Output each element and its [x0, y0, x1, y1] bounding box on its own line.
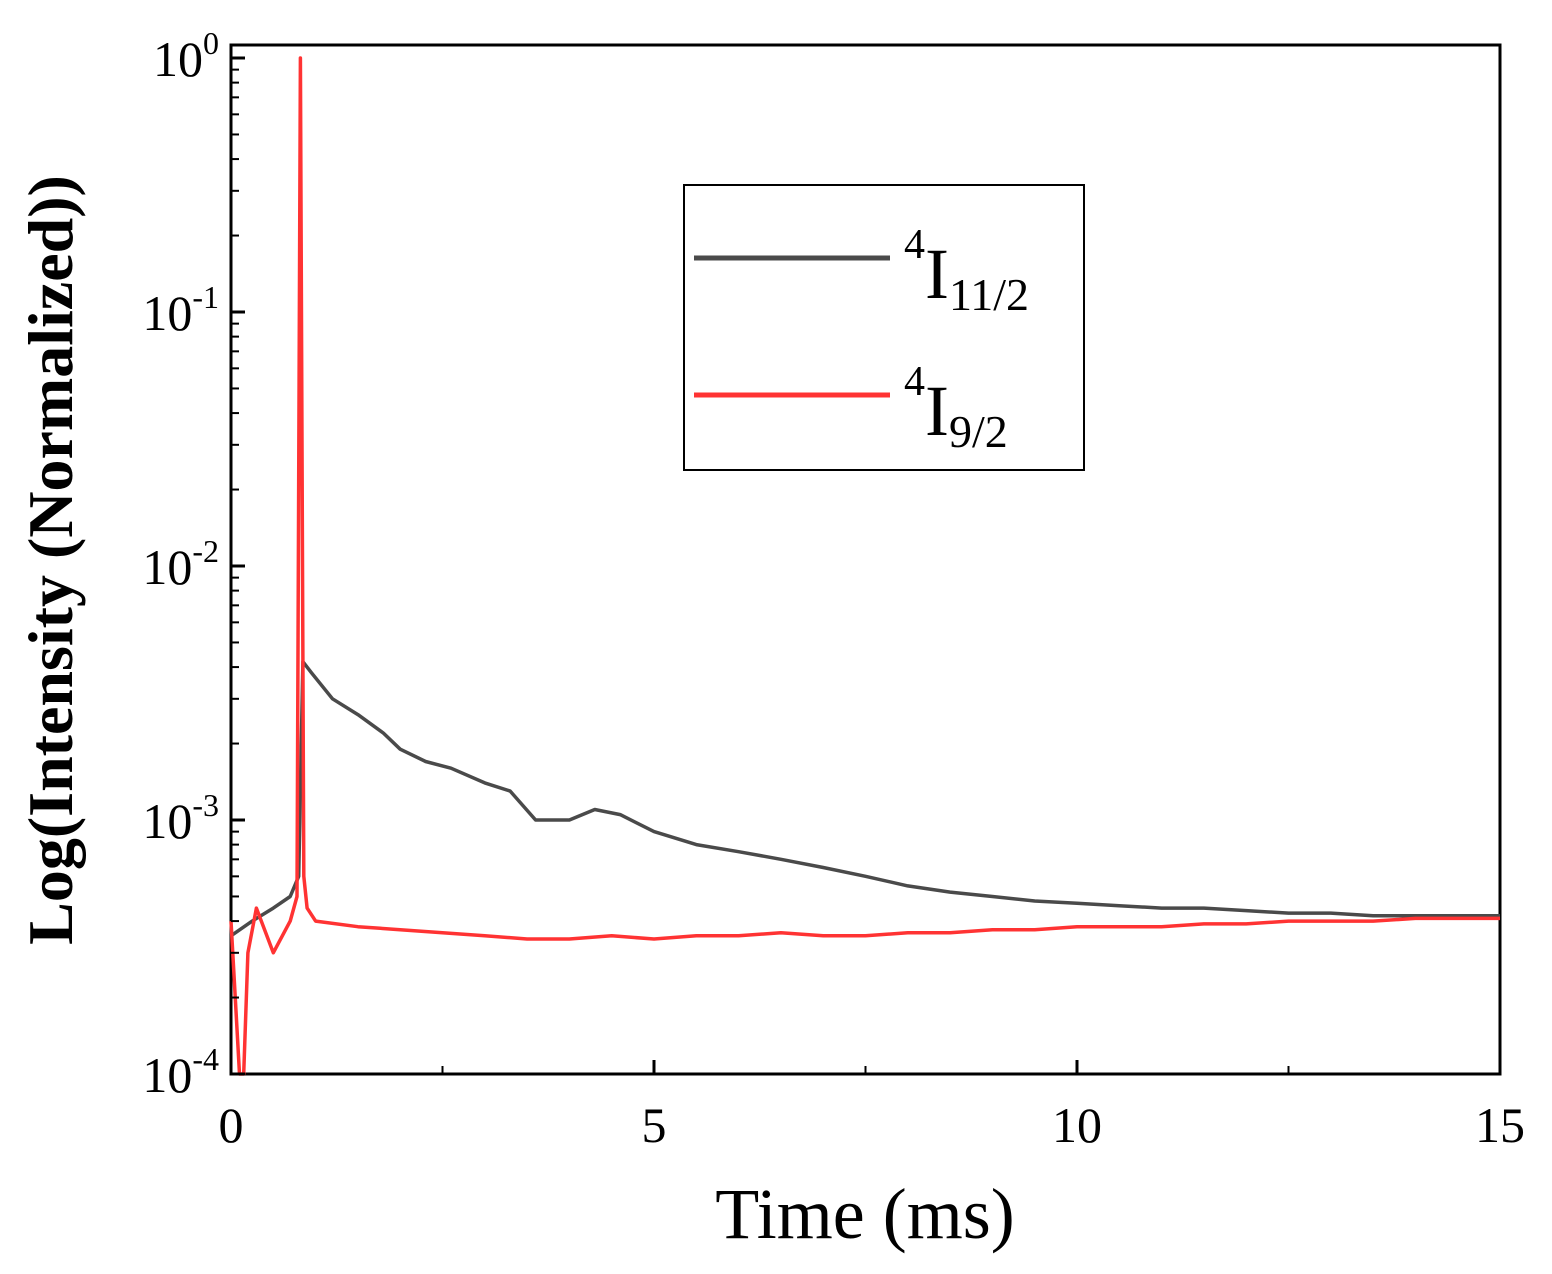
- y-tick-label: 10-1: [142, 279, 219, 341]
- legend: 4I11/2 4I9/2: [683, 184, 1085, 471]
- y-tick-label: 10-3: [142, 787, 219, 849]
- x-tick-label: 5: [642, 1097, 667, 1153]
- x-tick-label: 15: [1475, 1097, 1525, 1153]
- series-line-2: [229, 56, 1500, 1076]
- y-tick-label: 100: [153, 25, 219, 87]
- series-line-1: [230, 659, 1500, 938]
- legend-label-series-2: 4I9/2: [904, 359, 1008, 457]
- x-tick-label: 10: [1052, 1097, 1102, 1153]
- x-tick-label: 0: [219, 1097, 244, 1153]
- legend-main-series-1: I: [925, 234, 949, 314]
- legend-main-series-2: I: [925, 371, 949, 451]
- y-axis-label: Log(Intensity (Normalized)): [15, 175, 86, 945]
- series-layer: [229, 56, 1500, 1076]
- y-tick-label: 10-4: [142, 1041, 219, 1103]
- legend-sup-series-1: 4: [904, 222, 925, 268]
- legend-label-series-1: 4I11/2: [904, 222, 1029, 320]
- legend-sub-series-2: 9/2: [949, 406, 1008, 457]
- legend-box: [683, 184, 1085, 471]
- y-tick-label: 10-2: [142, 533, 219, 595]
- legend-sub-series-1: 11/2: [949, 269, 1029, 320]
- legend-sup-series-2: 4: [904, 359, 925, 405]
- x-axis-label: Time (ms): [715, 1174, 1014, 1254]
- axis-layer: 0 5 10 15 100 10-1 10-2 10-3 10-4: [142, 25, 1525, 1153]
